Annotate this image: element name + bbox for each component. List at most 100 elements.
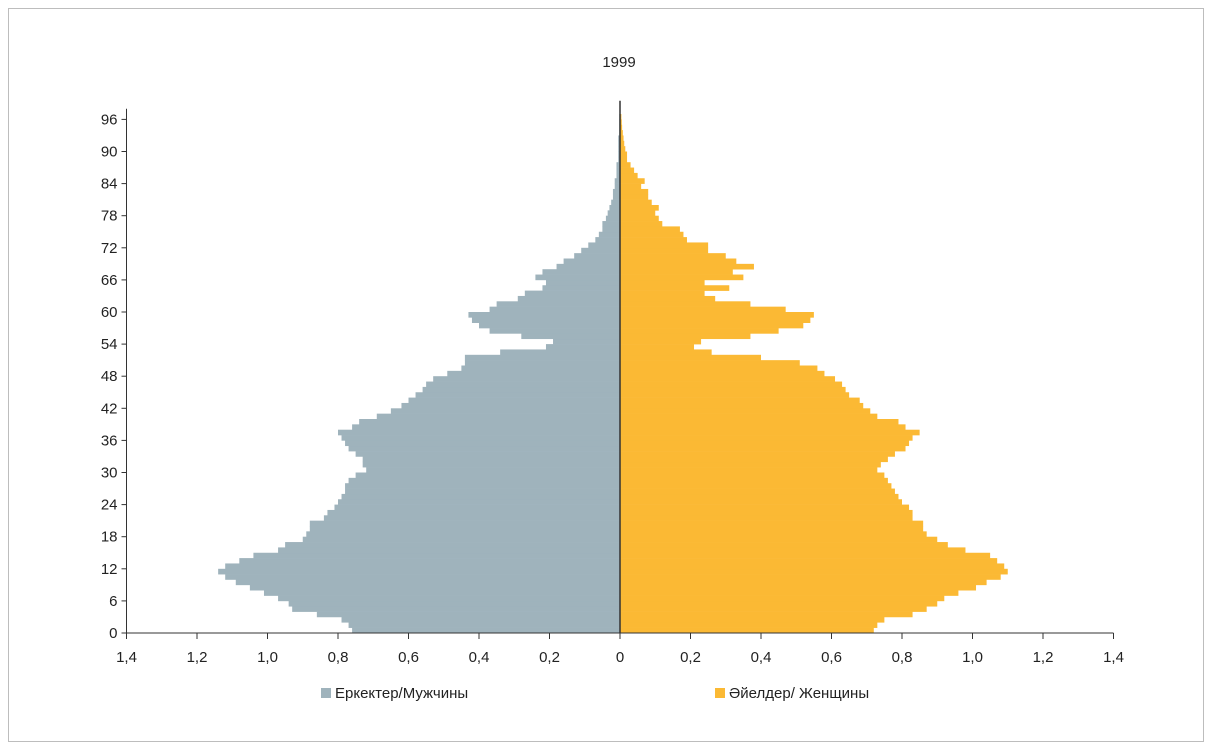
female-bar (620, 509, 913, 516)
legend-male-swatch (321, 688, 331, 698)
axes: 1,4 1,2 1,0 0,8 0,6 0,4 0,2 0 0,2 0,4 0,6 0,8 1,0 1,2… (101, 100, 1124, 666)
male-bars (218, 114, 621, 634)
male-bar (288, 600, 620, 607)
female-bar (620, 328, 779, 334)
x-tick-label: 0 (616, 649, 624, 666)
male-bar (545, 279, 620, 286)
male-bar (616, 162, 620, 168)
male-bar (553, 338, 620, 345)
male-bar (278, 547, 620, 554)
female-bar (620, 563, 1005, 570)
male-bar (574, 253, 620, 259)
female-bar (620, 531, 927, 537)
female-bar (620, 558, 998, 564)
y-tick-label: 72 (101, 240, 118, 257)
y-tick-label: 30 (101, 465, 118, 482)
male-bar (334, 504, 620, 511)
x-tick-label: 0,2 (539, 649, 560, 666)
male-bar (218, 568, 620, 575)
female-bar (620, 445, 906, 452)
female-bar (620, 279, 705, 286)
female-bar (620, 520, 924, 527)
x-tick-label: 0,4 (469, 649, 490, 666)
male-bar (496, 301, 620, 307)
female-bar (620, 199, 652, 206)
female-bar (620, 381, 843, 388)
male-bar (348, 622, 620, 628)
female-bar (620, 499, 902, 505)
female-bar (620, 221, 663, 227)
male-bar (588, 242, 620, 249)
male-bar (618, 135, 620, 142)
male-bar (464, 360, 620, 366)
male-bar (316, 611, 620, 618)
female-bar (620, 627, 874, 634)
female-bar (620, 584, 977, 591)
male-bar (345, 440, 620, 447)
female-bar (620, 194, 649, 200)
x-tick-label: 1,0 (962, 649, 983, 666)
male-bar (433, 376, 620, 382)
male-bar (376, 413, 620, 420)
male-bar (602, 226, 620, 233)
y-tick-label: 84 (101, 176, 118, 193)
female-bar (620, 162, 631, 168)
female-bar (620, 622, 878, 628)
male-bar (341, 616, 620, 623)
male-bar (426, 381, 620, 388)
female-bar (620, 258, 737, 265)
female-bar (620, 515, 913, 521)
male-bar (517, 295, 620, 302)
female-bar (620, 188, 649, 195)
female-bar (620, 408, 871, 414)
male-bar (479, 322, 620, 329)
male-bar (542, 269, 620, 275)
female-bar (620, 397, 860, 404)
female-bar (620, 306, 786, 313)
female-bar (620, 317, 811, 323)
male-bar (249, 584, 620, 591)
female-bar (620, 215, 659, 222)
male-bar (602, 221, 620, 227)
male-bar (618, 156, 620, 163)
female-bar (620, 338, 702, 345)
male-bar (355, 472, 620, 479)
female-bar (620, 301, 751, 307)
male-bar (327, 509, 620, 516)
female-bar (620, 616, 885, 623)
x-tick-label: 1,4 (116, 649, 137, 666)
male-bar (595, 237, 620, 243)
male-bar (401, 402, 620, 409)
y-tick-label: 0 (109, 625, 117, 642)
female-bar (620, 451, 895, 457)
male-bar (359, 419, 620, 425)
x-tick-label: 0,8 (892, 649, 913, 666)
y-tick-label: 36 (101, 432, 118, 449)
legend-male-label: Еркектер/Мужчины (335, 685, 468, 702)
x-tick-label: 0,6 (398, 649, 419, 666)
female-bar (620, 312, 814, 318)
chart-frame: 1999 1,4 1,2 1,0 0,8 0,6 0,4 0,2 0 0,2 0,4 0,6 0,8 1… (8, 8, 1204, 742)
female-bar (620, 376, 836, 382)
male-bar (366, 467, 620, 473)
x-tick-label: 1,2 (1033, 649, 1054, 666)
x-tick-label: 0,2 (680, 649, 701, 666)
x-tick-label: 0,8 (328, 649, 349, 666)
female-bars (620, 114, 1008, 634)
male-bar (607, 210, 620, 216)
male-bar (616, 172, 620, 179)
female-bar (620, 178, 645, 184)
male-bar (348, 477, 620, 484)
female-bar (620, 130, 623, 136)
male-bar (341, 435, 620, 441)
female-bar (620, 124, 623, 131)
male-bar (598, 231, 620, 238)
male-bar (352, 627, 620, 634)
y-tick-label: 12 (101, 561, 118, 578)
y-tick-label: 54 (101, 336, 118, 353)
male-bar (239, 558, 621, 564)
female-bar (620, 344, 695, 350)
male-bar (545, 344, 620, 350)
male-bar (556, 263, 620, 270)
y-tick-label: 24 (101, 497, 118, 514)
